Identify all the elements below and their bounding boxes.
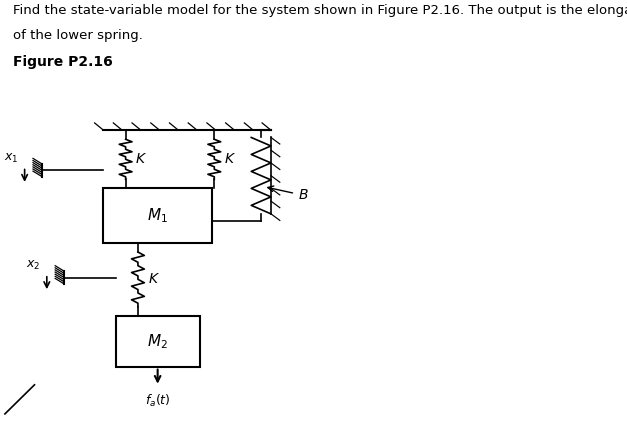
Bar <box>103 188 212 243</box>
Text: $x_2$: $x_2$ <box>26 259 40 272</box>
Text: of the lower spring.: of the lower spring. <box>13 29 142 42</box>
Text: $M_1$: $M_1$ <box>147 206 168 225</box>
Text: $M_2$: $M_2$ <box>147 332 168 350</box>
Text: $K$: $K$ <box>148 272 160 286</box>
Text: Figure P2.16: Figure P2.16 <box>13 55 112 70</box>
Bar <box>116 316 199 367</box>
Text: $x_1$: $x_1$ <box>4 152 18 165</box>
Text: $K$: $K$ <box>224 152 236 166</box>
Text: $B$: $B$ <box>268 186 308 202</box>
Text: Find the state-variable model for the system shown in Figure P2.16. The output i: Find the state-variable model for the sy… <box>13 4 627 17</box>
Text: $f_a(t)$: $f_a(t)$ <box>145 393 171 409</box>
Text: $K$: $K$ <box>135 152 147 166</box>
